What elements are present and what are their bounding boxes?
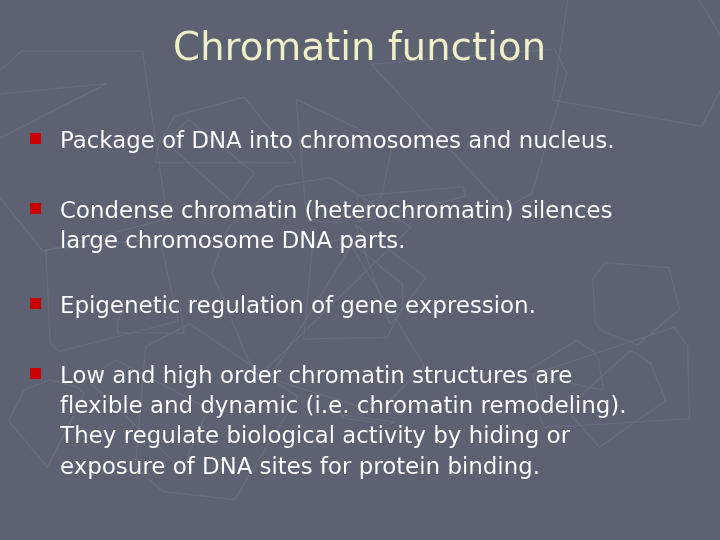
Text: Epigenetic regulation of gene expression.: Epigenetic regulation of gene expression… [60,295,536,318]
Text: Package of DNA into chromosomes and nucleus.: Package of DNA into chromosomes and nucl… [60,130,615,153]
Bar [30,203,40,214]
Text: Low and high order chromatin structures are
flexible and dynamic (i.e. chromatin: Low and high order chromatin structures … [60,365,626,478]
Bar [30,133,40,144]
Bar [30,368,40,379]
Text: Chromatin function: Chromatin function [174,30,546,68]
Bar [30,298,40,309]
Text: Condense chromatin (heterochromatin) silences
large chromosome DNA parts.: Condense chromatin (heterochromatin) sil… [60,200,613,253]
